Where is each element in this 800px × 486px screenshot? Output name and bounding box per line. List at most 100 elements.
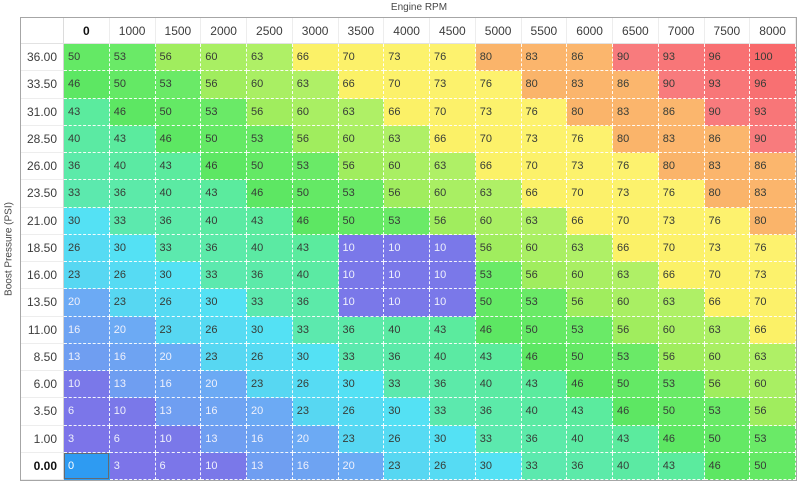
table-cell[interactable]: 60	[430, 180, 476, 208]
table-cell[interactable]: 73	[521, 125, 568, 153]
table-cell[interactable]: 56	[750, 398, 796, 426]
col-header-4000[interactable]: 4000	[384, 18, 430, 44]
table-cell[interactable]: 10	[338, 289, 385, 317]
table-cell[interactable]: 46	[109, 98, 156, 126]
table-cell[interactable]: 16	[292, 452, 339, 480]
table-cell[interactable]: 13	[64, 343, 110, 371]
table-cell[interactable]: 83	[613, 98, 659, 126]
table-cell[interactable]: 26	[109, 262, 156, 290]
table-cell[interactable]: 30	[201, 289, 247, 317]
table-cell[interactable]: 16	[64, 316, 110, 344]
table-cell[interactable]: 73	[750, 262, 796, 290]
table-cell[interactable]: 36	[384, 343, 430, 371]
table-cell[interactable]: 66	[475, 153, 522, 181]
table-cell[interactable]: 66	[338, 71, 385, 99]
table-cell[interactable]: 100	[750, 44, 796, 72]
table-cell[interactable]: 76	[430, 44, 476, 72]
table-cell[interactable]: 26	[64, 234, 110, 262]
table-cell[interactable]: 80	[658, 153, 705, 181]
table-cell[interactable]: 53	[247, 125, 293, 153]
row-header-36.00[interactable]: 36.00	[21, 44, 64, 72]
table-cell[interactable]: 40	[521, 398, 568, 426]
table-cell[interactable]: 46	[201, 153, 247, 181]
table-cell[interactable]: 16	[201, 398, 247, 426]
table-cell[interactable]: 90	[613, 44, 659, 72]
table-cell[interactable]: 86	[567, 44, 613, 72]
table-cell[interactable]: 6	[64, 398, 110, 426]
table-cell[interactable]: 10	[64, 371, 110, 399]
table-cell[interactable]: 66	[567, 207, 613, 235]
table-cell[interactable]: 80	[567, 98, 613, 126]
table-cell[interactable]: 46	[567, 371, 613, 399]
table-cell[interactable]: 80	[475, 44, 522, 72]
table-cell[interactable]: 73	[567, 153, 613, 181]
table-cell[interactable]: 40	[292, 262, 339, 290]
table-cell[interactable]: 43	[201, 180, 247, 208]
table-cell[interactable]: 33	[338, 343, 385, 371]
table-cell[interactable]: 80	[750, 207, 796, 235]
table-cell[interactable]: 46	[658, 425, 705, 453]
table-cell[interactable]: 43	[521, 371, 568, 399]
table-cell[interactable]: 70	[384, 71, 430, 99]
table-cell[interactable]: 50	[475, 289, 522, 317]
table-cell[interactable]: 66	[704, 289, 751, 317]
table-cell[interactable]: 50	[613, 371, 659, 399]
table-cell[interactable]: 23	[155, 316, 202, 344]
table-cell[interactable]: 80	[613, 125, 659, 153]
row-header-13.50[interactable]: 13.50	[21, 289, 64, 317]
table-cell[interactable]: 63	[292, 71, 339, 99]
table-cell[interactable]: 20	[292, 425, 339, 453]
table-cell[interactable]: 53	[201, 98, 247, 126]
table-cell[interactable]: 20	[109, 316, 156, 344]
table-cell[interactable]: 50	[521, 316, 568, 344]
table-cell[interactable]: 40	[613, 452, 659, 480]
table-cell[interactable]: 13	[201, 425, 247, 453]
table-cell[interactable]: 50	[247, 153, 293, 181]
table-cell[interactable]: 63	[567, 234, 613, 262]
table-cell[interactable]: 30	[64, 207, 110, 235]
col-header-3000[interactable]: 3000	[292, 18, 339, 44]
table-cell[interactable]: 96	[704, 44, 751, 72]
table-cell[interactable]: 46	[475, 316, 522, 344]
table-cell[interactable]: 56	[613, 316, 659, 344]
table-cell[interactable]: 36	[567, 452, 613, 480]
row-header-1.00[interactable]: 1.00	[21, 425, 64, 453]
table-cell[interactable]: 53	[109, 44, 156, 72]
table-cell[interactable]: 43	[109, 125, 156, 153]
table-cell[interactable]: 93	[704, 71, 751, 99]
table-cell[interactable]: 23	[201, 343, 247, 371]
table-cell[interactable]: 90	[704, 98, 751, 126]
table-cell[interactable]: 76	[658, 180, 705, 208]
table-cell[interactable]: 73	[658, 207, 705, 235]
table-cell[interactable]: 43	[292, 234, 339, 262]
table-cell[interactable]: 3	[64, 425, 110, 453]
table-cell[interactable]: 33	[247, 289, 293, 317]
table-cell[interactable]: 43	[613, 425, 659, 453]
table-cell[interactable]: 93	[658, 44, 705, 72]
table-cell[interactable]: 50	[567, 343, 613, 371]
table-cell[interactable]: 76	[613, 153, 659, 181]
row-header-26.00[interactable]: 26.00	[21, 153, 64, 181]
table-cell[interactable]: 90	[658, 71, 705, 99]
table-cell[interactable]: 66	[430, 125, 476, 153]
table-cell[interactable]: 70	[567, 180, 613, 208]
table-cell[interactable]: 20	[155, 343, 202, 371]
table-cell[interactable]: 6	[155, 452, 202, 480]
table-cell[interactable]: 33	[475, 425, 522, 453]
table-cell[interactable]: 80	[704, 180, 751, 208]
table-cell[interactable]: 36	[292, 289, 339, 317]
row-header-16.00[interactable]: 16.00	[21, 262, 64, 290]
table-cell[interactable]: 13	[247, 452, 293, 480]
table-cell[interactable]: 60	[567, 262, 613, 290]
table-cell[interactable]: 86	[750, 153, 796, 181]
table-cell[interactable]: 30	[109, 234, 156, 262]
row-header-6.00[interactable]: 6.00	[21, 371, 64, 399]
table-cell[interactable]: 66	[521, 180, 568, 208]
table-cell[interactable]: 76	[704, 207, 751, 235]
table-cell[interactable]: 33	[521, 452, 568, 480]
table-cell[interactable]: 70	[475, 125, 522, 153]
table-cell[interactable]: 26	[247, 343, 293, 371]
table-cell[interactable]: 10	[384, 289, 430, 317]
table-cell[interactable]: 76	[475, 71, 522, 99]
table-cell[interactable]: 26	[430, 452, 476, 480]
